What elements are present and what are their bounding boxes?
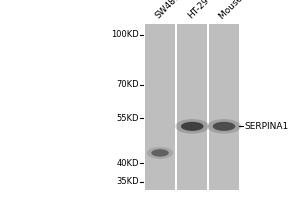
Text: Mouse lung: Mouse lung	[218, 0, 261, 21]
Bar	[145, 24, 175, 190]
Ellipse shape	[175, 119, 209, 134]
Bar	[177, 24, 208, 190]
Text: 40KD: 40KD	[116, 159, 139, 168]
Text: SERPINA1: SERPINA1	[244, 122, 288, 131]
Ellipse shape	[151, 149, 169, 157]
Text: HT-29: HT-29	[186, 0, 211, 21]
Ellipse shape	[147, 147, 173, 159]
Bar	[209, 24, 239, 190]
Text: 35KD: 35KD	[116, 177, 139, 186]
Text: SW480: SW480	[154, 0, 182, 21]
Ellipse shape	[207, 119, 241, 134]
Text: 70KD: 70KD	[116, 80, 139, 89]
Text: 55KD: 55KD	[116, 114, 139, 123]
Text: 100KD: 100KD	[111, 30, 139, 39]
Ellipse shape	[181, 122, 203, 131]
Ellipse shape	[213, 122, 235, 131]
